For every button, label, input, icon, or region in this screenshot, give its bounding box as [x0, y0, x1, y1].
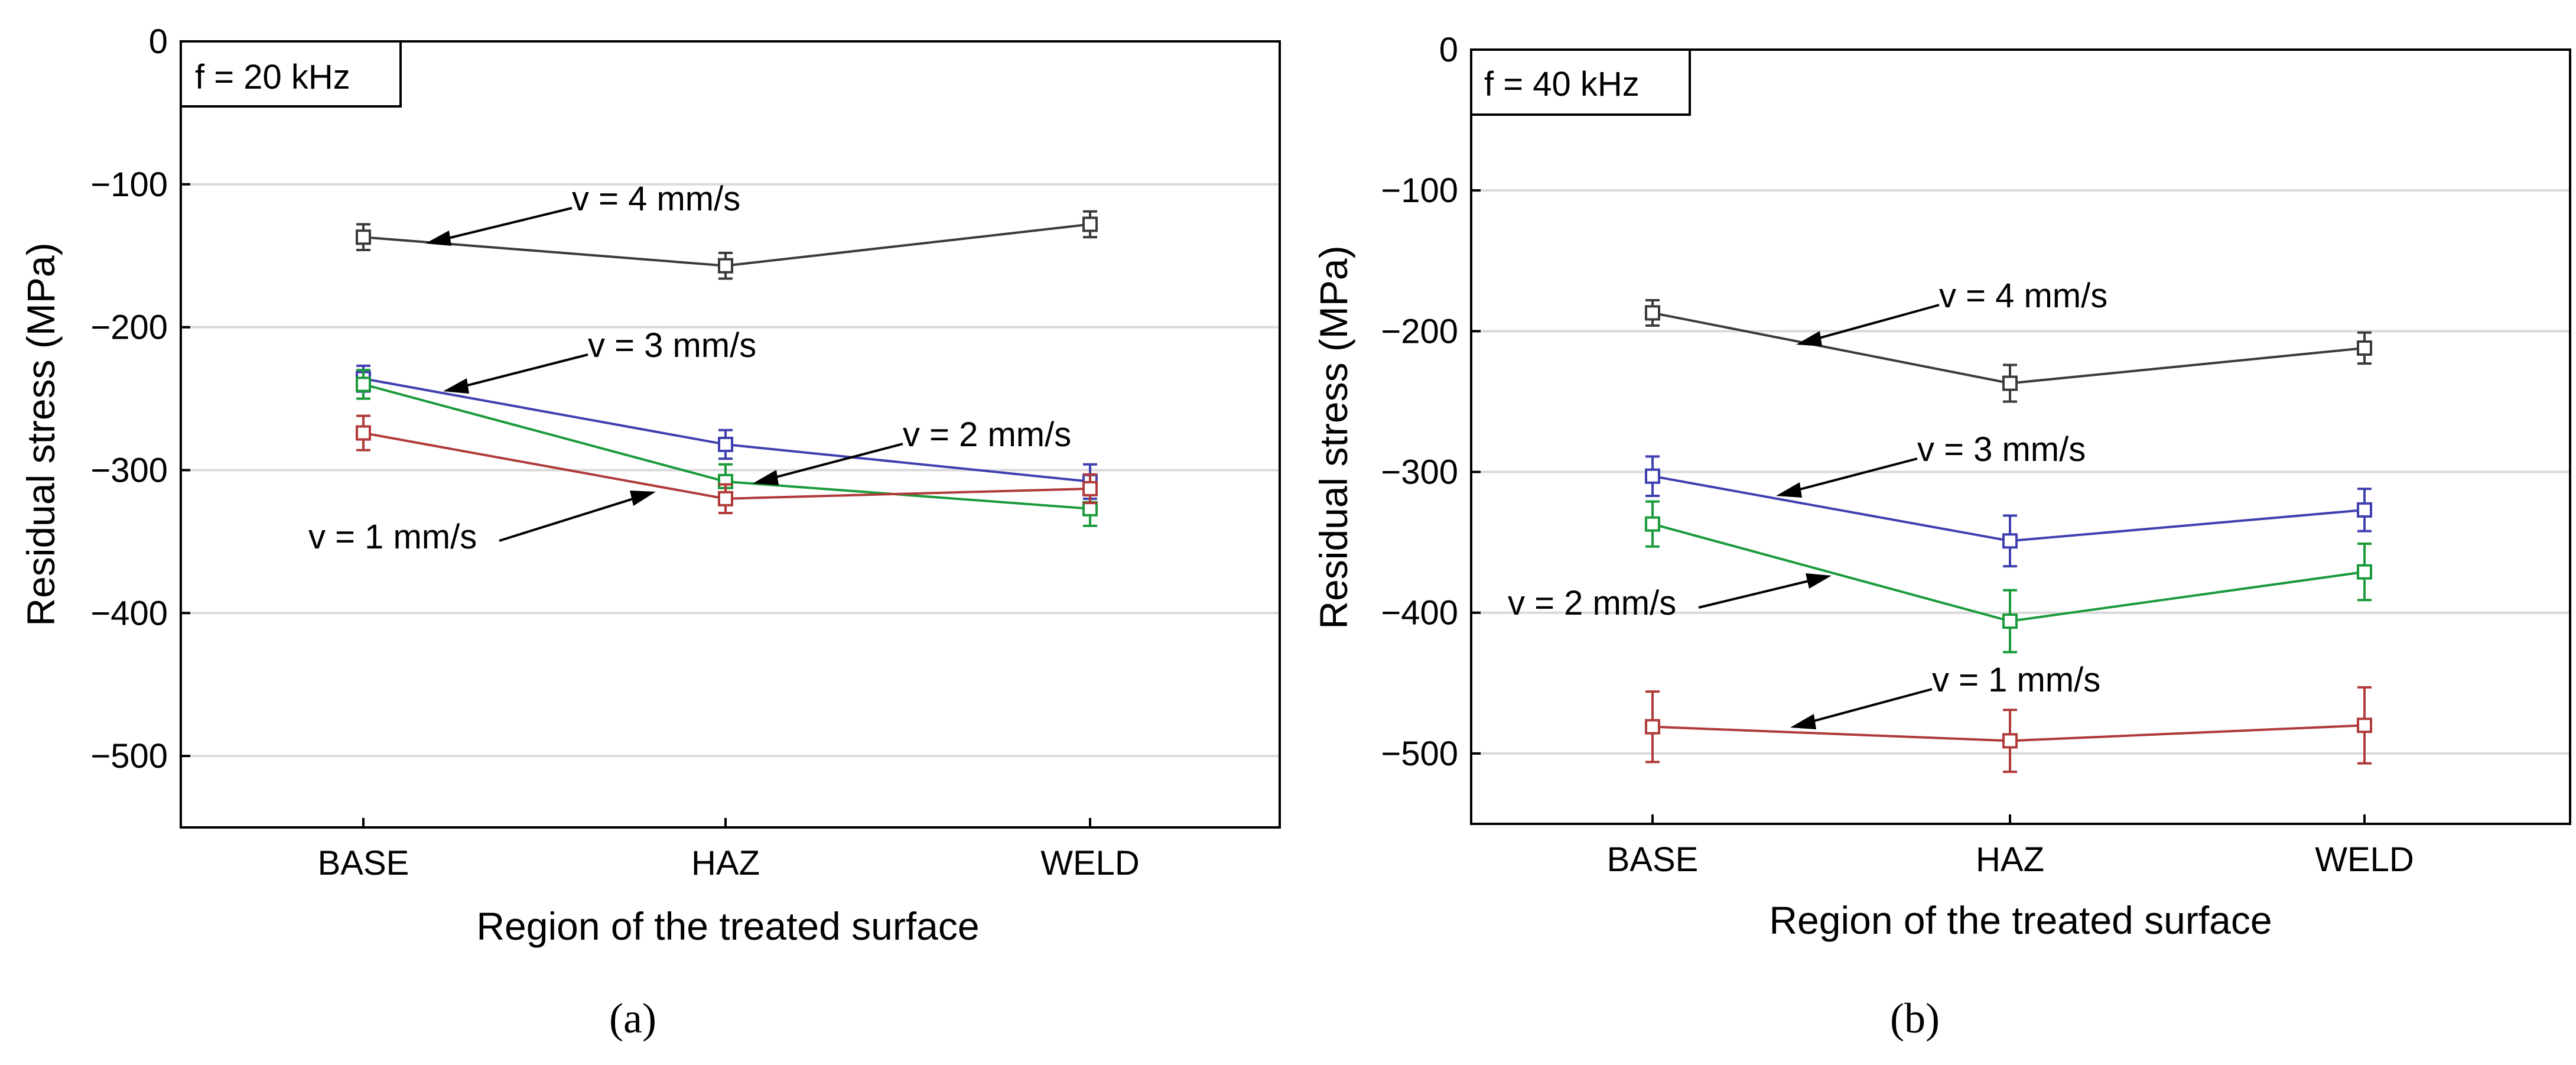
annotations-a: v = 4 mm/s v = 3 mm/s v = 2 mm/s v = 1 m… [308, 180, 1071, 556]
annotation-v3-a: v = 3 mm/s [588, 326, 756, 365]
data-point-a-3-0 [356, 425, 371, 441]
x-tick-label-a: WELD [1040, 844, 1140, 882]
series-a [356, 210, 1098, 527]
data-point-b-1-1 [2002, 533, 2018, 549]
data-point-b-2-1 [2002, 613, 2018, 629]
y-tick-label-a: −100 [90, 165, 168, 204]
chart-a: 0 −100 −200 −300 −400 −500 BASE HAZ WELD f = 20 … [19, 22, 1281, 1042]
y-tick-label-a: −500 [90, 737, 168, 775]
plot-frame-a [180, 40, 1281, 829]
x-tick-label-b: WELD [2315, 840, 2414, 879]
data-point-b-2-0 [1645, 516, 1660, 532]
data-point-a-0-0 [356, 229, 371, 245]
data-point-a-0-2 [1082, 216, 1098, 232]
annotation-v4-a: v = 4 mm/s [572, 180, 740, 218]
data-point-a-2-0 [356, 376, 371, 392]
y-tick-label-b: −100 [1381, 171, 1458, 210]
data-point-a-1-1 [718, 436, 733, 452]
annotations-b: v = 4 mm/s v = 3 mm/s v = 2 mm/s v = 1 m… [1508, 277, 2107, 729]
data-point-b-3-2 [2357, 717, 2372, 733]
data-point-a-3-1 [718, 491, 733, 506]
data-point-b-3-0 [1645, 719, 1660, 735]
series-b [1645, 298, 2372, 773]
series-line-b-1 [1652, 475, 2365, 543]
data-point-b-0-0 [1645, 305, 1660, 321]
x-axis-label-a: Region of the treated surface [476, 904, 979, 948]
freq-box-a: f = 20 kHz [180, 40, 402, 108]
y-tick-label-a: −400 [90, 594, 168, 632]
y-tick-label-a: −200 [90, 309, 168, 347]
y-tick-label-b: −400 [1381, 594, 1458, 632]
x-tick-label-b: BASE [1607, 840, 1699, 879]
y-tick-label-a: 0 [149, 22, 168, 61]
data-point-b-3-1 [2002, 733, 2018, 749]
y-tick-label-a: −300 [90, 451, 168, 489]
data-point-b-0-1 [2002, 375, 2018, 391]
freq-label-a: f = 20 kHz [195, 58, 350, 96]
data-point-b-2-2 [2357, 564, 2372, 580]
series-line-b-0 [1652, 311, 2365, 385]
y-tick-label-b: −200 [1381, 312, 1458, 350]
x-tick-label-a: HAZ [691, 844, 760, 882]
data-point-a-0-1 [718, 258, 733, 274]
plot-frame-b [1470, 48, 2571, 825]
annotation-v4-b: v = 4 mm/s [1939, 277, 2107, 315]
y-axis-label-b: Residual stress (MPa) [1312, 245, 1355, 629]
y-tick-label-b: −300 [1381, 453, 1458, 492]
panel-label-b: (b) [1890, 995, 1940, 1042]
ticks-b: 0 −100 −200 −300 −400 −500 BASE HAZ WELD [1381, 31, 2414, 879]
ticks-a: 0 −100 −200 −300 −400 −500 BASE HAZ WELD [90, 22, 1139, 882]
y-axis-label-a: Residual stress (MPa) [19, 242, 63, 626]
x-axis-label-b: Region of the treated surface [1769, 898, 2272, 942]
grid-a [181, 183, 1280, 758]
annotation-v1-b: v = 1 mm/s [1932, 661, 2100, 699]
x-tick-label-a: BASE [318, 844, 409, 882]
freq-box-b: f = 40 kHz [1470, 48, 1691, 116]
data-point-a-3-2 [1082, 480, 1098, 496]
data-point-b-0-2 [2357, 340, 2372, 356]
annotation-v2-b: v = 2 mm/s [1508, 584, 1676, 622]
x-tick-label-b: HAZ [1976, 840, 2044, 879]
chart-b: 0 −100 −200 −300 −400 −500 BASE HAZ WELD f = 40 … [1312, 31, 2571, 1042]
grid-b [1471, 189, 2570, 755]
annotation-v1-a: v = 1 mm/s [308, 518, 477, 556]
y-tick-label-b: 0 [1439, 31, 1458, 69]
y-tick-label-b: −500 [1381, 735, 1458, 773]
annotation-v3-b: v = 3 mm/s [1917, 430, 2086, 469]
data-point-b-1-0 [1645, 468, 1660, 484]
freq-label-b: f = 40 kHz [1484, 65, 1640, 103]
data-point-b-1-2 [2357, 502, 2372, 518]
annotation-v2-a: v = 2 mm/s [903, 415, 1071, 454]
panel-label-a: (a) [609, 995, 656, 1042]
